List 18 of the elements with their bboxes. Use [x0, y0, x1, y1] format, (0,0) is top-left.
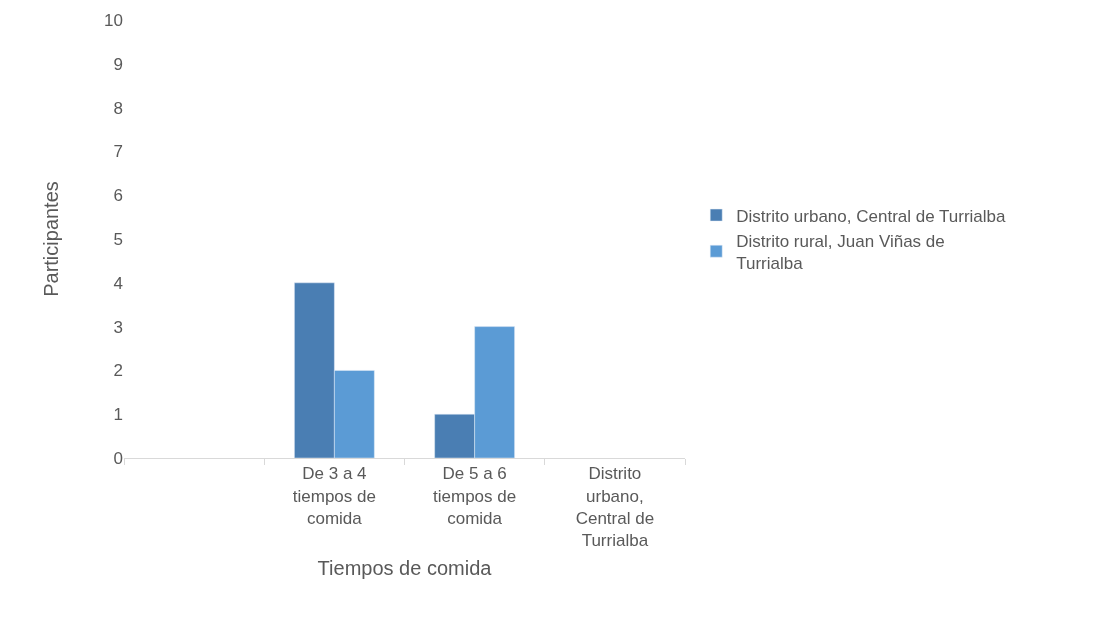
x-axis-title: Tiempos de comida — [317, 557, 493, 580]
x-tick-label: De 3 a 4 tiempos de comida — [292, 464, 376, 528]
y-tick-label: 8 — [113, 98, 123, 118]
y-tick-label: 4 — [113, 273, 123, 293]
legend-label: Distrito urbano, Central de Turrialba — [736, 206, 1007, 226]
y-tick-label: 1 — [113, 405, 123, 425]
legend-label: Distrito rural, Juan Viñas de Turrialba — [736, 231, 945, 273]
x-tick-label: Distrito urbano, Central de Turrialba — [575, 464, 655, 550]
y-tick-label: 2 — [113, 361, 123, 381]
y-tick-label: 5 — [113, 229, 123, 249]
y-tick-label: 3 — [113, 317, 123, 337]
y-tick-label: 7 — [113, 142, 123, 162]
y-tick-label: 6 — [113, 186, 123, 206]
y-tick-label: 0 — [113, 448, 123, 468]
x-tick-label: De 5 a 6 tiempos de comida — [433, 464, 517, 528]
y-tick-label: 9 — [113, 54, 123, 74]
y-axis-title: Participantes — [39, 181, 62, 297]
y-tick-label: 10 — [104, 10, 123, 30]
